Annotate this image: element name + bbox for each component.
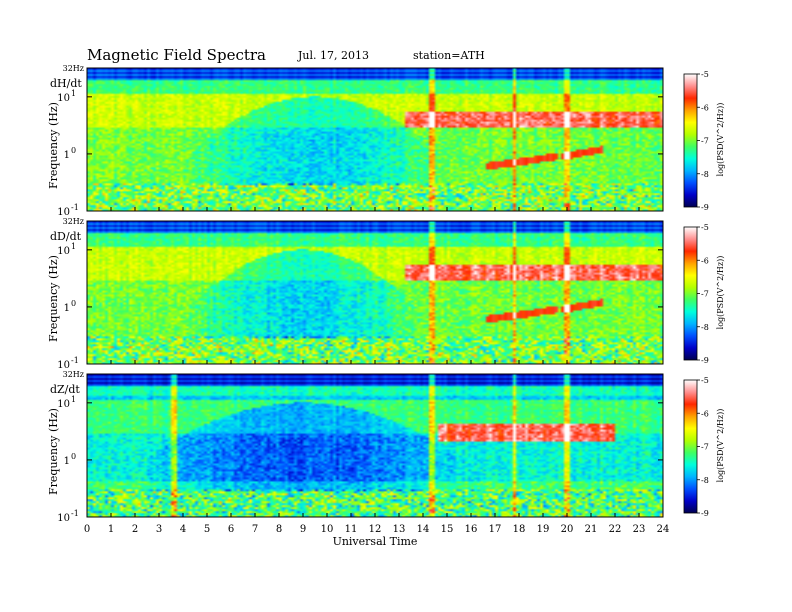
xtick-label: 1 [108,524,114,535]
xtick-label: 0 [84,524,90,535]
component-label: dD/dt [50,230,82,243]
ytick-label: 10 [57,246,70,257]
xtick-label: 8 [276,524,282,535]
ytick-label-top: 32Hz [63,370,84,379]
colorbar-tick-label: -6 [701,256,709,265]
ytick-label: 10 [57,207,70,218]
colorbar [683,73,698,208]
x-axis-label: Universal Time [333,535,418,548]
ytick-label: 10 [57,513,70,524]
xtick-label: 3 [156,524,162,535]
xtick-label: 4 [180,524,186,535]
ytick-exponent: -1 [71,203,79,212]
xtick-label: 5 [204,524,210,535]
colorbar-tick-label: -5 [701,376,709,385]
ytick-label-top: 32Hz [63,64,84,73]
colorbar-tick-label: -5 [701,70,709,79]
ytick-exponent: 1 [71,89,76,98]
colorbar-tick-label: -9 [701,203,709,212]
xtick-label: 17 [489,524,502,535]
ytick-exponent: 0 [71,146,76,155]
ytick-label: 10 [57,399,70,410]
xtick-label: 11 [345,524,358,535]
ytick-label-top: 32Hz [63,217,84,226]
colorbar-tick-label: -5 [701,223,709,232]
y-axis-label: Frequency (Hz) [47,408,60,495]
colorbar-tick-label: -8 [701,476,709,485]
ytick-exponent: -1 [71,356,79,365]
ytick-label: 10 [57,360,70,371]
xtick-label: 21 [585,524,598,535]
component-label: dH/dt [50,77,82,90]
ytick-exponent: 0 [71,452,76,461]
colorbar-tick-label: -9 [701,509,709,518]
colorbar-tick-label: -8 [701,323,709,332]
xtick-label: 9 [300,524,306,535]
colorbar-tick-label: -8 [701,170,709,179]
xtick-label: 20 [561,524,574,535]
xtick-label: 14 [417,524,430,535]
xtick-label: 13 [393,524,406,535]
colorbar [683,379,698,514]
xtick-label: 19 [537,524,550,535]
ytick-exponent: 1 [71,242,76,251]
xtick-label: 22 [609,524,622,535]
figure-title: Magnetic Field Spectra [87,46,266,64]
component-label: dZ/dt [50,383,80,396]
xtick-label: 7 [252,524,258,535]
xtick-label: 16 [465,524,478,535]
colorbar-label: log(PSD(V^2/Hz)) [716,103,725,177]
date-label: Jul. 17, 2013 [297,49,369,62]
colorbar-tick-label: -6 [701,103,709,112]
xtick-label: 10 [321,524,334,535]
ytick-label: 1 [64,150,70,161]
station-label: station=ATH [413,49,485,62]
xtick-label: 15 [441,524,454,535]
xtick-label: 18 [513,524,526,535]
y-axis-label: Frequency (Hz) [47,102,60,189]
ytick-exponent: -1 [71,509,79,518]
ytick-label: 10 [57,93,70,104]
y-axis-label: Frequency (Hz) [47,255,60,342]
ytick-exponent: 0 [71,299,76,308]
xtick-label: 24 [657,524,670,535]
spectrogram-image [87,68,663,211]
colorbar-tick-label: -9 [701,356,709,365]
colorbar-label: log(PSD(V^2/Hz)) [716,409,725,483]
ytick-exponent: 1 [71,395,76,404]
xtick-label: 23 [633,524,646,535]
ytick-label: 1 [64,303,70,314]
xtick-label: 6 [228,524,234,535]
spectrogram-image [87,374,663,517]
ytick-label: 1 [64,456,70,467]
xtick-label: 2 [132,524,138,535]
colorbar-tick-label: -6 [701,409,709,418]
colorbar [683,226,698,361]
colorbar-label: log(PSD(V^2/Hz)) [716,256,725,330]
xtick-label: 12 [369,524,382,535]
colorbar-tick-label: -7 [701,290,709,299]
spectrogram-image [87,221,663,364]
colorbar-tick-label: -7 [701,443,709,452]
colorbar-tick-label: -7 [701,137,709,146]
